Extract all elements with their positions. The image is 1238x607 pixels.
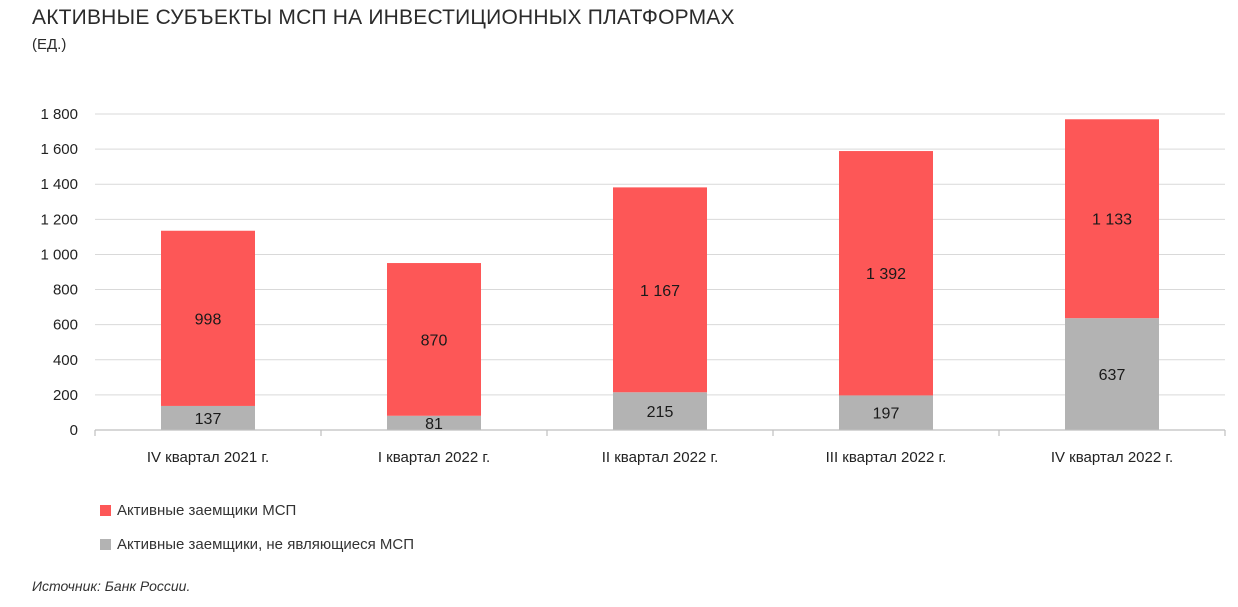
x-tick-label: III квартал 2022 г. bbox=[826, 449, 947, 466]
legend-label-msp: Активные заемщики МСП bbox=[117, 501, 297, 519]
y-tick-label: 400 bbox=[53, 352, 78, 369]
data-label-msp: 998 bbox=[195, 311, 222, 328]
bar-segment-non-msp bbox=[387, 415, 481, 430]
bar-segment-msp bbox=[161, 230, 255, 406]
x-tick-label: IV квартал 2021 г. bbox=[147, 449, 269, 466]
bar-segment-msp bbox=[839, 151, 933, 396]
legend-swatch-non-msp bbox=[100, 538, 111, 550]
y-tick-label: 1 800 bbox=[40, 106, 78, 123]
x-tick-label: II квартал 2022 г. bbox=[602, 449, 719, 466]
legend: Активные заемщики МСП Активные заемщики,… bbox=[100, 500, 414, 568]
data-label-msp: 1 133 bbox=[1092, 212, 1132, 229]
data-label-msp: 1 392 bbox=[866, 266, 906, 283]
data-label-non-msp: 137 bbox=[195, 411, 222, 428]
y-tick-label: 1 600 bbox=[40, 141, 78, 158]
bar-segment-msp bbox=[613, 187, 707, 393]
bar-segment-non-msp bbox=[161, 405, 255, 430]
legend-label-non-msp: Активные заемщики, не являющиеся МСП bbox=[117, 535, 415, 553]
bar-segment-msp bbox=[1065, 119, 1159, 319]
data-label-non-msp: 197 bbox=[873, 406, 900, 423]
data-label-msp: 1 167 bbox=[640, 283, 680, 300]
y-tick-label: 0 bbox=[70, 422, 78, 439]
bar-segment-non-msp bbox=[839, 395, 933, 430]
y-tick-label: 200 bbox=[53, 387, 78, 404]
y-tick-label: 1 000 bbox=[40, 246, 78, 263]
x-tick-label: IV квартал 2022 г. bbox=[1051, 449, 1173, 466]
bar-segment-msp bbox=[387, 263, 481, 416]
y-tick-label: 1 200 bbox=[40, 211, 78, 228]
bar-segment-non-msp bbox=[1065, 318, 1159, 430]
legend-item-non-msp: Активные заемщики, не являющиеся МСП bbox=[100, 534, 414, 554]
chart-subtitle: (ЕД.) bbox=[32, 36, 67, 53]
source-note: Источник: Банк России. bbox=[32, 578, 191, 594]
stacked-bar-chart: 0 200 400 600 800 1 000 1 200 1 400 1 600 1 800 13… bbox=[40, 106, 1226, 466]
y-tick-label: 800 bbox=[53, 282, 78, 299]
legend-item-msp: Активные заемщики МСП bbox=[100, 500, 414, 520]
data-label-non-msp: 215 bbox=[647, 404, 674, 421]
x-tick-label: I квартал 2022 г. bbox=[378, 449, 490, 466]
data-label-msp: 870 bbox=[421, 332, 448, 349]
y-tick-label: 1 400 bbox=[40, 176, 78, 193]
bar-segment-non-msp bbox=[613, 392, 707, 430]
data-label-non-msp: 81 bbox=[425, 416, 443, 433]
data-label-non-msp: 637 bbox=[1099, 367, 1126, 384]
chart-title: АКТИВНЫЕ СУБЪЕКТЫ МСП НА ИНВЕСТИЦИОННЫХ … bbox=[32, 6, 735, 29]
legend-swatch-msp bbox=[100, 504, 111, 516]
y-tick-label: 600 bbox=[53, 317, 78, 334]
